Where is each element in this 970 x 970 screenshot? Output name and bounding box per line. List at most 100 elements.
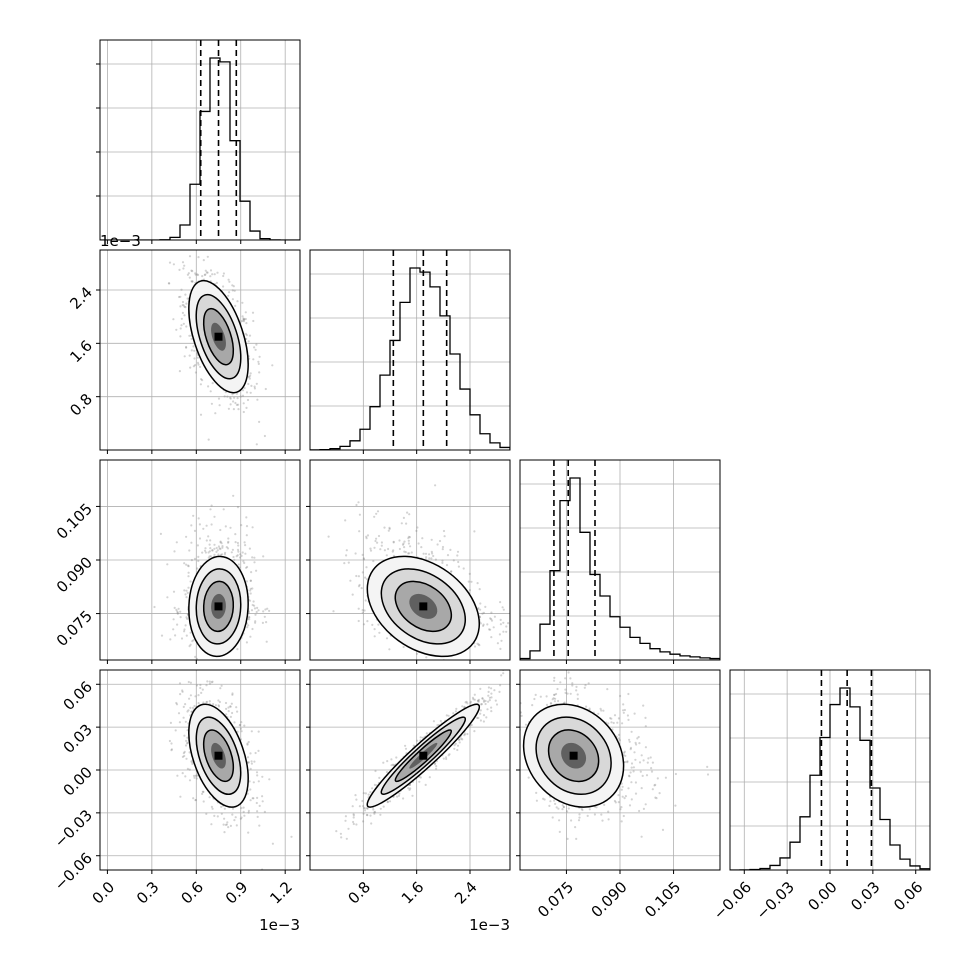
sample-point (175, 608, 178, 612)
sample-point (220, 684, 223, 687)
sample-point (351, 593, 354, 596)
sample-point (623, 708, 627, 712)
sample-point (190, 337, 193, 340)
sample-point (184, 744, 188, 747)
sample-point (255, 801, 258, 805)
sample-point (237, 563, 240, 566)
sample-point (362, 805, 365, 808)
sample-point (355, 574, 358, 578)
sample-point (265, 640, 268, 643)
sample-point (172, 618, 175, 621)
sample-point (183, 628, 186, 631)
sample-point (185, 757, 188, 760)
sample-point (344, 815, 347, 818)
sample-point (229, 396, 232, 399)
sample-point (210, 823, 213, 826)
sample-point (466, 732, 469, 736)
sample-point (197, 517, 200, 520)
sample-point (248, 377, 251, 380)
sample-point (500, 674, 503, 677)
sample-point (169, 638, 172, 641)
sample-point (374, 539, 377, 543)
sample-point (183, 754, 186, 758)
sample-point (405, 522, 408, 525)
sample-point (452, 712, 455, 715)
sample-point (359, 454, 361, 456)
sample-point (628, 804, 632, 807)
sample-point (361, 553, 364, 557)
sample-point (231, 711, 234, 715)
sample-point (189, 643, 192, 646)
sample-point (382, 805, 385, 808)
sample-point (159, 532, 162, 536)
sample-point (226, 821, 229, 824)
sample-point (181, 755, 184, 759)
sample-point (247, 382, 250, 386)
sample-point (480, 703, 483, 706)
sample-point (181, 261, 185, 264)
sample-point (179, 295, 182, 298)
sample-point (347, 827, 350, 830)
sample-point (183, 562, 186, 565)
sample-point (189, 681, 192, 684)
sample-point (158, 247, 160, 249)
sample-point (186, 297, 189, 300)
sample-point (351, 805, 354, 808)
sample-point (210, 504, 213, 507)
density-panel (520, 670, 720, 870)
sample-point (658, 792, 661, 795)
sample-point (175, 703, 179, 706)
sample-point (476, 582, 479, 585)
sample-point (212, 703, 215, 706)
sample-point (488, 696, 491, 699)
sample-point (261, 621, 264, 625)
sample-point (250, 762, 253, 765)
sample-point (223, 395, 226, 398)
sample-point (534, 693, 537, 697)
sample-point (224, 551, 227, 554)
sample-point (185, 739, 188, 743)
sample-point (204, 269, 207, 272)
sample-point (453, 747, 456, 750)
sample-point (249, 579, 252, 582)
sample-point (191, 270, 194, 273)
sample-point (179, 795, 182, 798)
sample-point (227, 294, 230, 297)
sample-point (232, 408, 235, 411)
sample-point (197, 702, 200, 705)
sample-point (488, 699, 491, 702)
sample-point (205, 539, 208, 542)
sample-point (706, 765, 709, 769)
sample-point (243, 541, 246, 544)
sample-point (168, 282, 171, 285)
sample-point (553, 799, 556, 802)
sample-point (242, 402, 245, 405)
sample-point (402, 516, 405, 520)
sample-point (211, 273, 214, 276)
sample-point (434, 484, 437, 487)
panel-frame (309, 249, 511, 451)
sample-point (236, 554, 239, 557)
sample-point (227, 278, 230, 281)
sample-point (184, 720, 187, 723)
sample-point (484, 699, 487, 703)
sample-point (438, 539, 442, 543)
sample-point (255, 382, 258, 385)
sample-point (190, 349, 193, 352)
sample-point (566, 692, 569, 695)
sample-point (183, 305, 186, 308)
sample-point (176, 610, 179, 613)
sample-point (378, 631, 381, 634)
sample-point (239, 553, 242, 556)
sample-point (241, 394, 245, 397)
sample-point (215, 281, 218, 284)
sample-point (505, 625, 508, 628)
sample-point (456, 550, 460, 553)
histogram-panel (730, 670, 930, 870)
sample-point (186, 617, 189, 621)
sample-point (430, 538, 433, 541)
sample-point (200, 378, 203, 381)
density-panel (310, 454, 510, 660)
sample-point (404, 744, 407, 747)
sample-point (445, 564, 449, 567)
